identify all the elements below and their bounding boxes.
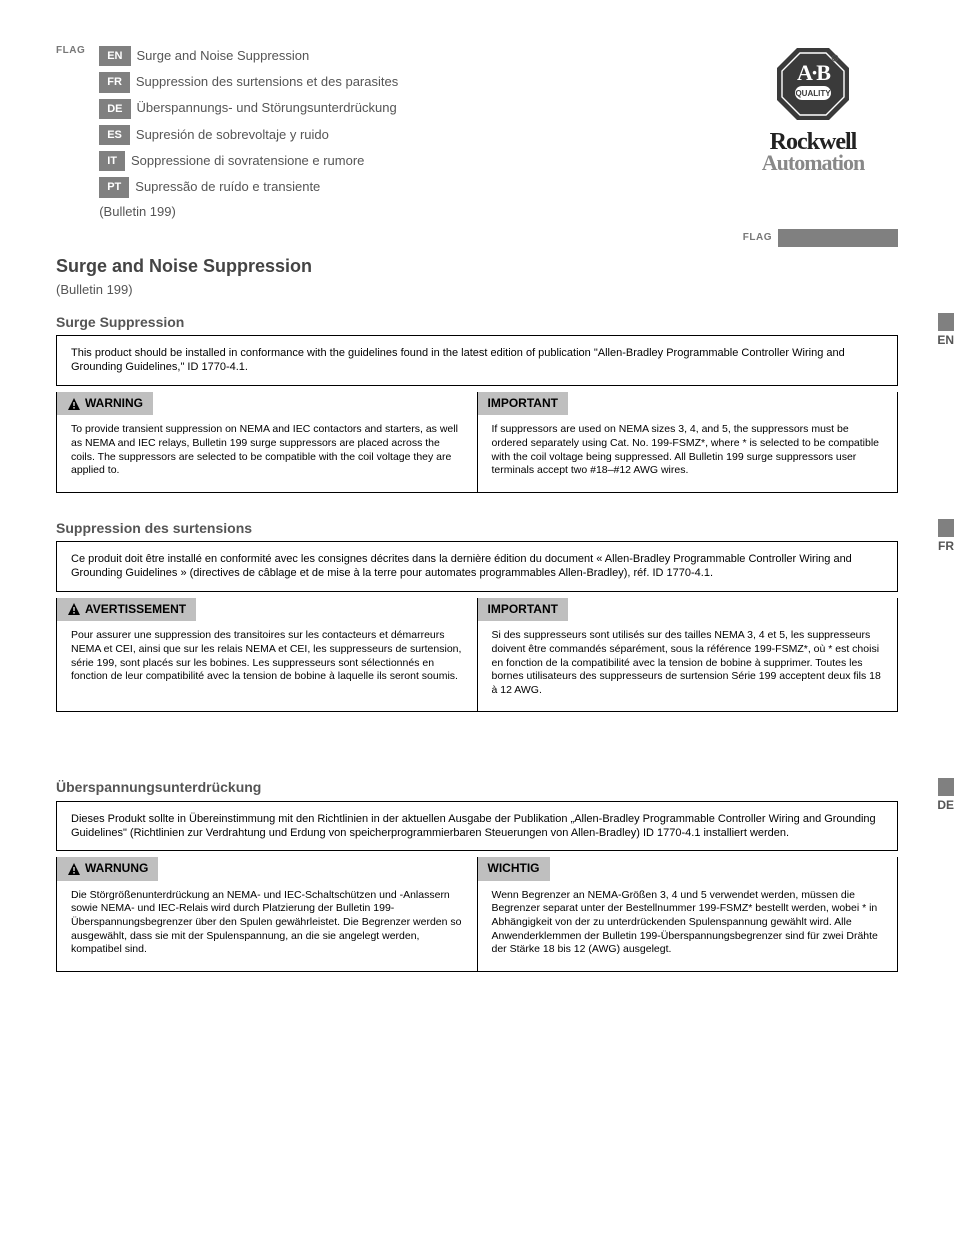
section-gap	[56, 972, 898, 998]
warning-body: Die Störgrößenunterdrückung an NEMA- und…	[57, 881, 477, 971]
warning-two-column: WARNUNG Die Störgrößenunterdrückung an NE…	[56, 857, 898, 972]
section-head-wrap: Suppression des surtensionsFR	[56, 519, 898, 537]
section-intro: Ce produit doit être installé en conform…	[56, 541, 898, 592]
warning-header: WARNING	[57, 392, 477, 416]
lang-row: EN Surge and Noise Suppression	[99, 46, 728, 66]
warning-body: Pour assurer une suppression des transit…	[57, 621, 477, 698]
lang-tagline: Supressão de ruído e transiente	[135, 179, 320, 196]
section-de: ÜberspannungsunterdrückungDE Dieses Produ…	[56, 778, 898, 972]
bulletin-number: (Bulletin 199)	[56, 282, 898, 299]
right-warning-column: IMPORTANT If suppressors are used on NEMA…	[477, 392, 898, 492]
section-gap	[56, 712, 898, 778]
flag-label-right: FLAG	[743, 231, 772, 244]
left-warning-column: WARNING To provide transient suppression …	[57, 392, 477, 492]
left-warning-column: WARNUNG Die Störgrößenunterdrückung an NE…	[57, 857, 477, 971]
section-head-wrap: Surge SuppressionEN	[56, 313, 898, 331]
warning-two-column: AVERTISSEMENT Pour assurer une suppressio…	[56, 598, 898, 713]
lang-code-badge: PT	[99, 177, 129, 197]
section-gap	[56, 493, 898, 519]
warning-badge: IMPORTANT	[478, 598, 568, 622]
side-lang-code: EN	[937, 333, 954, 349]
brand-logo-block: A·B QUALITY R Rockwell Automation	[728, 44, 898, 174]
warning-badge: IMPORTANT	[478, 392, 568, 416]
lang-code-badge: FR	[99, 72, 130, 92]
side-lang-block	[938, 313, 954, 331]
warning-header: IMPORTANT	[478, 392, 898, 416]
lang-code-badge: DE	[99, 99, 130, 119]
lang-tagline: Überspannungs- und Störungsunterdrückung	[137, 100, 397, 117]
section-intro: This product should be installed in conf…	[56, 335, 898, 386]
rockwell-wordmark: Rockwell Automation	[728, 130, 898, 174]
lang-row: PT Supressão de ruído e transiente	[99, 177, 728, 197]
left-warning-column: AVERTISSEMENT Pour assurer une suppressio…	[57, 598, 477, 712]
warning-two-column: WARNING To provide transient suppression …	[56, 392, 898, 493]
ab-quality-logo: A·B QUALITY R	[773, 44, 853, 124]
lang-tagline: Supresión de sobrevoltaje y ruido	[136, 127, 329, 144]
section-head-wrap: ÜberspannungsunterdrückungDE	[56, 778, 898, 796]
warning-label: WICHTIG	[488, 861, 540, 877]
lang-row: DE Überspannungs- und Störungsunterdrücku…	[99, 99, 728, 119]
warning-body: Wenn Begrenzer an NEMA-Größen 3, 4 und 5…	[478, 881, 898, 971]
lang-code-badge: IT	[99, 151, 125, 171]
lang-tagline: Soppressione di sovratensione e rumore	[131, 153, 364, 170]
section-en: Surge SuppressionEN This product should b…	[56, 313, 898, 493]
warning-triangle-icon	[67, 602, 81, 616]
section-title: Surge Suppression	[56, 313, 898, 331]
side-lang-block	[938, 519, 954, 537]
flag-label: FLAG	[56, 44, 85, 57]
warning-badge: AVERTISSEMENT	[57, 598, 196, 622]
warning-triangle-icon	[67, 397, 81, 411]
warning-badge: WARNING	[57, 392, 153, 416]
bulletin-number-header: (Bulletin 199)	[99, 204, 728, 221]
warning-body: Si des suppresseurs sont utilisés sur de…	[478, 621, 898, 711]
section-fr: Suppression des surtensionsFR Ce produit …	[56, 519, 898, 713]
warning-body: To provide transient suppression on NEMA…	[57, 415, 477, 492]
svg-text:QUALITY: QUALITY	[795, 89, 831, 98]
lang-tagline: Surge and Noise Suppression	[137, 48, 310, 65]
warning-header: AVERTISSEMENT	[57, 598, 477, 622]
right-warning-column: WICHTIG Wenn Begrenzer an NEMA-Größen 3, …	[477, 857, 898, 971]
warning-body: If suppressors are used on NEMA sizes 3,…	[478, 415, 898, 492]
lang-row: IT Soppressione di sovratensione e rumore	[99, 151, 728, 171]
brand-line-2: Automation	[728, 152, 898, 174]
warning-label: WARNING	[85, 396, 143, 412]
warning-badge: WARNUNG	[57, 857, 158, 881]
section-title: Überspannungsunterdrückung	[56, 778, 898, 796]
warning-triangle-icon	[67, 862, 81, 876]
header-title-column: EN Surge and Noise Suppression FR Suppressi…	[99, 44, 728, 221]
side-lang-block	[938, 778, 954, 796]
lang-tagline: Suppression des surtensions et des paras…	[136, 74, 398, 91]
side-lang-code: FR	[938, 539, 954, 555]
warning-header: WICHTIG	[478, 857, 898, 881]
right-warning-column: IMPORTANT Si des suppresseurs sont utilis…	[477, 598, 898, 712]
right-flag-row: FLAG	[56, 229, 898, 247]
warning-label: IMPORTANT	[488, 396, 558, 412]
warning-header: IMPORTANT	[478, 598, 898, 622]
document-header: FLAG EN Surge and Noise Suppression FR Supp…	[56, 44, 898, 221]
lang-code-badge: EN	[99, 46, 130, 66]
svg-text:R: R	[833, 57, 837, 63]
lang-row: ES Supresión de sobrevoltaje y ruido	[99, 125, 728, 145]
warning-label: WARNUNG	[85, 861, 148, 877]
language-flag-stack: FLAG	[56, 44, 85, 61]
svg-text:A·B: A·B	[797, 60, 831, 85]
section-intro: Dieses Produkt sollte in Übereinstimmung…	[56, 801, 898, 852]
section-title: Suppression des surtensions	[56, 519, 898, 537]
warning-label: IMPORTANT	[488, 602, 558, 618]
side-lang-code: DE	[937, 798, 954, 814]
flag-block-right	[778, 229, 898, 247]
warning-badge: WICHTIG	[478, 857, 550, 881]
lang-code-badge: ES	[99, 125, 130, 145]
warning-label: AVERTISSEMENT	[85, 602, 186, 618]
product-title: Surge and Noise Suppression	[56, 255, 898, 278]
warning-header: WARNUNG	[57, 857, 477, 881]
lang-row: FR Suppression des surtensions et des par…	[99, 72, 728, 92]
